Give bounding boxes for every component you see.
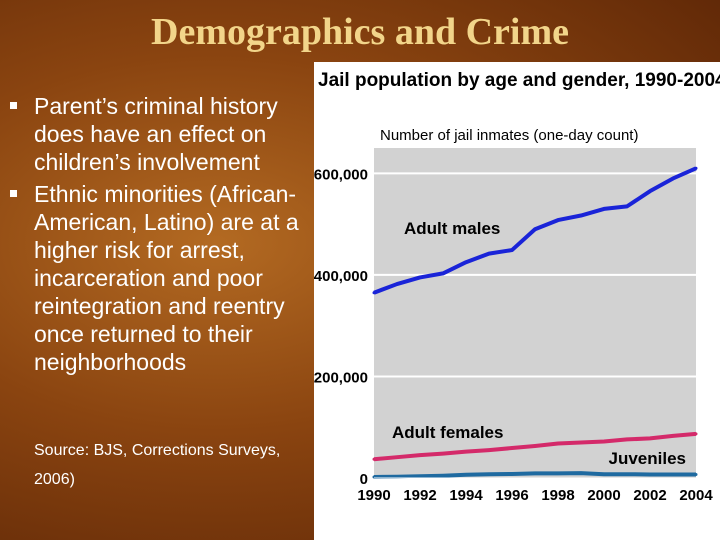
data-point-adult-males xyxy=(556,218,560,222)
data-point-juveniles xyxy=(694,472,698,476)
chart-panel: Jail population by age and gender, 1990-… xyxy=(314,62,720,540)
data-point-adult-females xyxy=(556,441,560,445)
x-tick-label: 1990 xyxy=(357,487,390,504)
data-point-adult-males xyxy=(648,189,652,193)
data-point-adult-males xyxy=(671,176,675,180)
series-label-adult-females: Adult females xyxy=(392,423,503,442)
data-point-adult-females xyxy=(418,453,422,457)
y-axis-caption: Number of jail inmates (one-day count) xyxy=(380,127,638,144)
data-point-juveniles xyxy=(441,474,445,478)
chart-title: Jail population by age and gender, 1990-… xyxy=(318,70,720,91)
source-note: Source: BJS, Corrections Surveys, 2006) xyxy=(34,442,281,488)
data-point-adult-males xyxy=(395,282,399,286)
data-point-adult-females xyxy=(648,436,652,440)
y-tick-label: 600,000 xyxy=(314,166,368,183)
data-point-adult-females xyxy=(487,448,491,452)
data-point-adult-males xyxy=(510,248,514,252)
data-point-adult-females xyxy=(395,455,399,459)
x-tick-label: 2004 xyxy=(679,487,713,504)
x-tick-label: 1998 xyxy=(541,487,574,504)
x-tick-label: 2000 xyxy=(587,487,620,504)
data-point-adult-females xyxy=(602,439,606,443)
jail-population-chart: Jail population by age and gender, 1990-… xyxy=(314,70,720,504)
data-point-adult-males xyxy=(464,260,468,264)
data-point-adult-males xyxy=(533,227,537,231)
y-tick-label: 400,000 xyxy=(314,268,368,285)
data-point-juveniles xyxy=(556,471,560,475)
bullet-square-icon xyxy=(10,102,17,109)
x-tick-label: 2002 xyxy=(633,487,666,504)
x-tick-label: 1994 xyxy=(449,487,483,504)
data-point-adult-males xyxy=(441,271,445,275)
bullet-item: Ethnic minorities (African-American, Lat… xyxy=(8,180,328,376)
data-point-adult-females xyxy=(694,432,698,436)
plot-area xyxy=(374,148,696,478)
data-point-adult-males xyxy=(579,214,583,218)
x-tick-label: 1992 xyxy=(403,487,436,504)
data-point-juveniles xyxy=(579,471,583,475)
series-label-adult-males: Adult males xyxy=(404,219,500,238)
data-point-adult-females xyxy=(533,444,537,448)
bullet-list: Parent’s criminal history does have an e… xyxy=(8,92,328,380)
bullet-square-icon xyxy=(10,190,17,197)
data-point-adult-males xyxy=(487,252,491,256)
bullet-item: Parent’s criminal history does have an e… xyxy=(8,92,328,176)
data-point-adult-males xyxy=(625,204,629,208)
data-point-juveniles xyxy=(533,471,537,475)
data-point-adult-males xyxy=(602,207,606,211)
data-point-adult-females xyxy=(464,450,468,454)
bullet-text: Ethnic minorities (African-American, Lat… xyxy=(34,181,299,375)
data-point-adult-females xyxy=(372,457,376,461)
data-point-adult-females xyxy=(579,440,583,444)
data-point-juveniles xyxy=(395,475,399,479)
data-point-juveniles xyxy=(648,472,652,476)
data-point-juveniles xyxy=(671,472,675,476)
data-point-adult-males xyxy=(418,275,422,279)
slide-title: Demographics and Crime xyxy=(151,11,569,53)
data-point-adult-females xyxy=(441,452,445,456)
data-point-adult-males xyxy=(372,291,376,295)
data-point-juveniles xyxy=(602,472,606,476)
data-point-adult-females xyxy=(510,446,514,450)
series-label-juveniles: Juveniles xyxy=(609,449,687,468)
data-point-adult-males xyxy=(694,166,698,170)
data-point-juveniles xyxy=(418,474,422,478)
y-tick-label: 200,000 xyxy=(314,369,368,386)
data-point-juveniles xyxy=(510,472,514,476)
bullet-text: Parent’s criminal history does have an e… xyxy=(34,93,278,175)
data-point-juveniles xyxy=(464,473,468,477)
y-tick-label: 0 xyxy=(360,471,368,488)
data-point-adult-females xyxy=(625,437,629,441)
data-point-juveniles xyxy=(625,472,629,476)
x-tick-label: 1996 xyxy=(495,487,528,504)
data-point-juveniles xyxy=(487,472,491,476)
data-point-adult-females xyxy=(671,434,675,438)
